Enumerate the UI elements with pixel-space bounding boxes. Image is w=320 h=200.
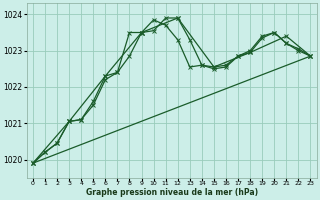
X-axis label: Graphe pression niveau de la mer (hPa): Graphe pression niveau de la mer (hPa) [86, 188, 258, 197]
